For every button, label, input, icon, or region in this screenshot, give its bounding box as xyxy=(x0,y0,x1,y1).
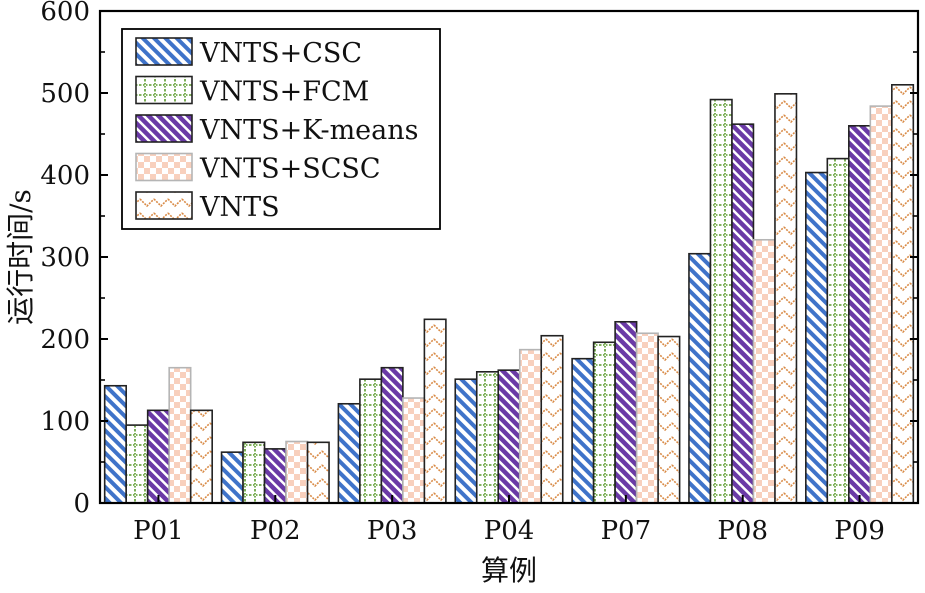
bar-p01-series-4 xyxy=(189,409,213,504)
bar-p09-series-0 xyxy=(805,171,829,504)
bar-p09-series-4 xyxy=(891,84,915,504)
plot-frame xyxy=(98,9,920,505)
bar-p02-series-1 xyxy=(242,441,266,504)
bar-p07-series-0 xyxy=(571,357,595,504)
bar-p03-series-3 xyxy=(402,397,426,504)
axes-group: P01 P02 P03 P04 P07 P08 P09 0 100 200 300 400 500 600 xyxy=(40,0,920,546)
x-tick-label: P02 xyxy=(250,516,301,546)
x-tick-label: P01 xyxy=(133,516,184,546)
x-tick-label: P08 xyxy=(717,516,768,546)
y-axis-label: 运行时间/s xyxy=(4,189,37,325)
legend-label: VNTS+SCSC xyxy=(199,154,381,185)
y-tick-label: 0 xyxy=(73,489,90,519)
legend-swatch xyxy=(135,114,193,143)
bar-p03-series-4 xyxy=(423,318,447,504)
bar-p03-series-2 xyxy=(380,366,404,504)
bar-p03-series-0 xyxy=(337,402,361,504)
bar-p02-series-2 xyxy=(263,448,287,504)
x-tick-label: P09 xyxy=(834,516,885,546)
legend-label: VNTS+K-means xyxy=(199,115,419,146)
bar-p08-series-4 xyxy=(774,93,798,504)
x-tick-label: P03 xyxy=(367,516,418,546)
bar-p01-series-3 xyxy=(168,366,192,504)
bar-p09-series-1 xyxy=(826,157,850,504)
bar-p08-series-0 xyxy=(688,252,712,504)
bar-p07-series-2 xyxy=(614,320,638,504)
bar-p04-series-4 xyxy=(540,334,564,504)
y-tick-label: 200 xyxy=(40,325,90,355)
bar-p08-series-2 xyxy=(731,123,755,504)
x-axis-label: 算例 xyxy=(481,554,537,587)
bar-p02-series-0 xyxy=(220,451,244,504)
bar-p04-series-0 xyxy=(454,378,478,504)
legend-label: VNTS+FCM xyxy=(199,77,369,108)
legend-label: VNTS+CSC xyxy=(199,38,362,69)
bar-p08-series-3 xyxy=(752,238,776,504)
bar-p02-series-3 xyxy=(285,440,309,504)
legend-swatch xyxy=(135,37,193,66)
legend-swatch xyxy=(135,75,193,105)
bar-p01-series-0 xyxy=(103,384,127,504)
bar-p08-series-1 xyxy=(709,98,733,504)
bar-p04-series-1 xyxy=(475,370,500,504)
bar-p07-series-4 xyxy=(657,335,681,504)
y-tick-label: 600 xyxy=(40,0,90,27)
x-tick-label: P04 xyxy=(484,516,535,546)
legend-swatch xyxy=(135,152,193,182)
bar-p02-series-4 xyxy=(306,441,330,504)
bars-group xyxy=(103,84,915,504)
bar-p01-series-2 xyxy=(146,409,170,504)
legend-swatch xyxy=(135,191,193,220)
bar-p04-series-3 xyxy=(518,348,543,504)
bar-p09-series-2 xyxy=(848,125,872,504)
legend: VNTS+CSC VNTS+FCM VNTS+K-means VNTS+SCSC VNT… xyxy=(121,28,441,230)
legend-label: VNTS xyxy=(199,192,280,223)
bar-p01-series-1 xyxy=(125,424,149,504)
y-tick-label: 300 xyxy=(40,243,90,273)
y-tick-label: 400 xyxy=(40,161,90,191)
y-tick-label: 500 xyxy=(40,79,90,109)
x-tick-label: P07 xyxy=(601,516,652,546)
bar-p04-series-2 xyxy=(497,369,521,504)
y-tick-label: 100 xyxy=(40,407,90,437)
bar-p09-series-3 xyxy=(869,105,893,504)
bar-p03-series-1 xyxy=(359,378,383,504)
bar-p07-series-3 xyxy=(635,332,659,504)
bar-p07-series-1 xyxy=(592,341,616,504)
